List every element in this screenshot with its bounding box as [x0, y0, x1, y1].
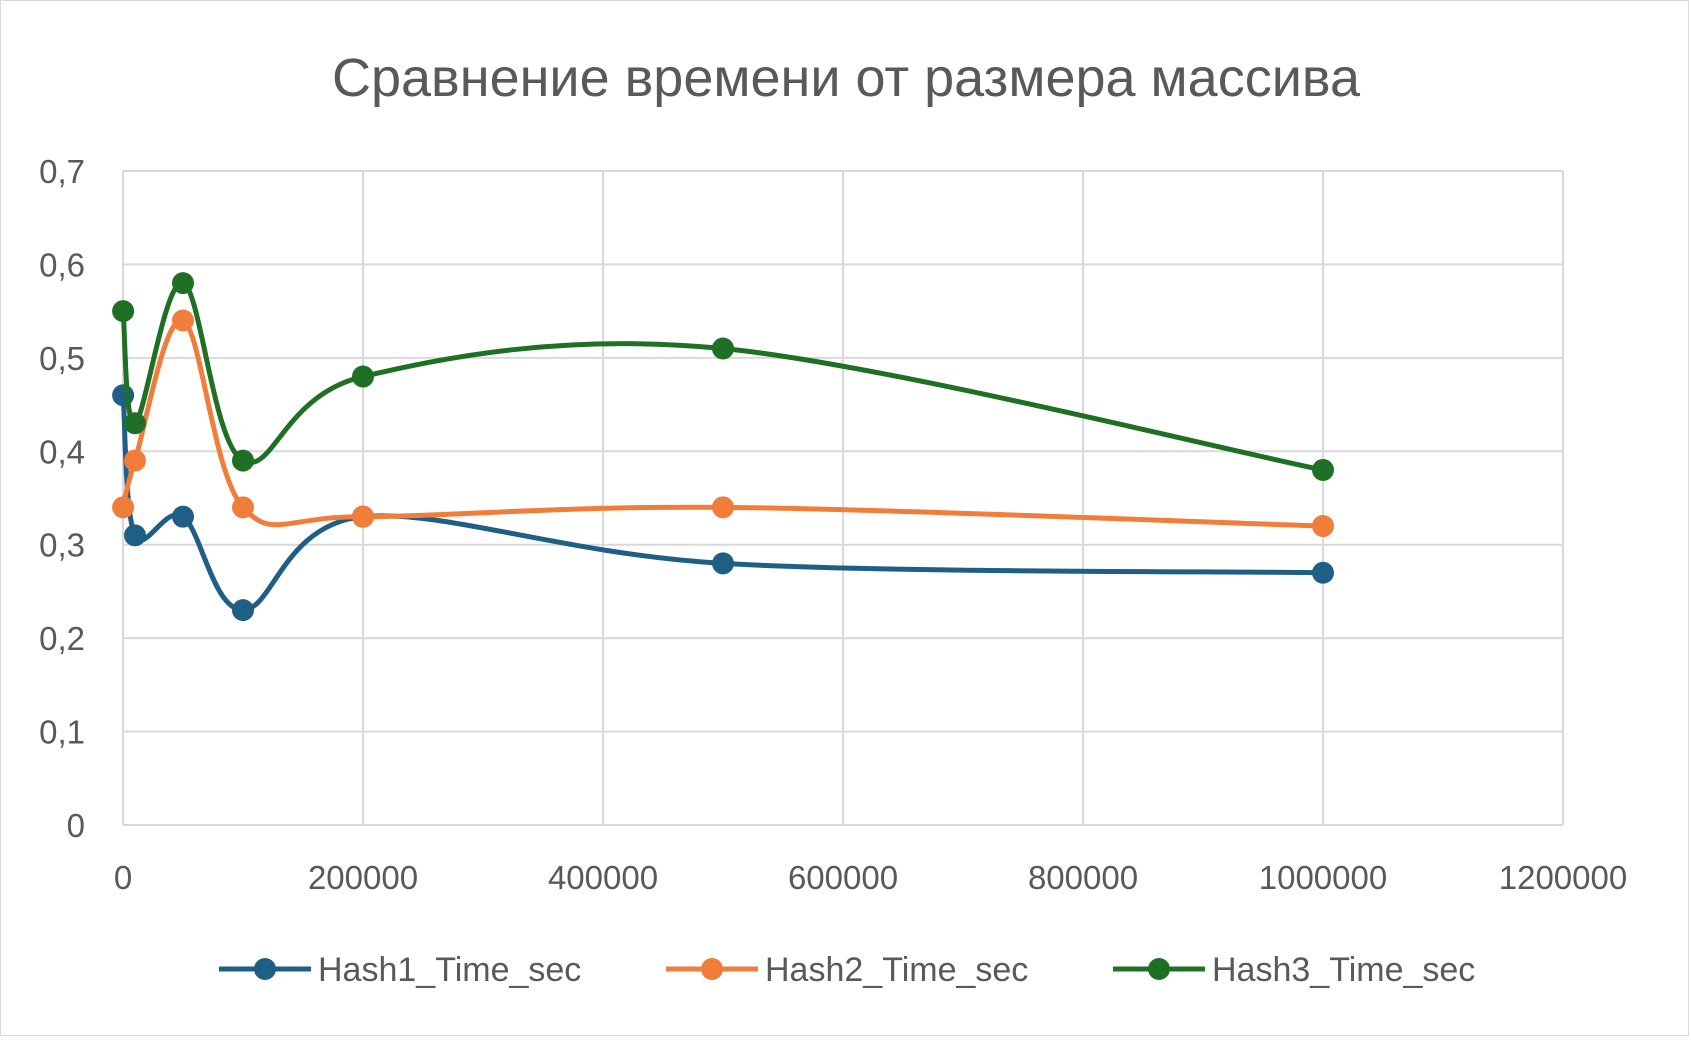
data-point	[124, 524, 146, 547]
data-point	[1312, 458, 1334, 481]
x-tick-label: 400000	[548, 859, 658, 896]
legend-item: Hash1_Time_sec	[219, 951, 581, 989]
data-point	[124, 449, 146, 472]
legend-label: Hash3_Time_sec	[1212, 951, 1475, 989]
legend-marker	[254, 958, 276, 980]
legend-marker	[701, 958, 723, 980]
y-tick-label: 0,2	[39, 620, 85, 657]
legend-marker	[1148, 958, 1170, 980]
gridlines	[122, 170, 1564, 826]
data-point	[352, 505, 374, 528]
series-line	[120, 317, 1326, 529]
x-tick-label: 1200000	[1499, 859, 1627, 896]
x-tick-label: 800000	[1028, 859, 1138, 896]
legend-item: Hash2_Time_sec	[666, 951, 1028, 989]
y-tick-label: 0,3	[39, 527, 85, 564]
legend-label: Hash1_Time_sec	[318, 951, 581, 989]
y-tick-label: 0,1	[39, 714, 85, 751]
data-point	[1312, 561, 1334, 584]
series-layer	[112, 272, 1334, 622]
data-point	[172, 309, 194, 332]
x-tick-label: 1000000	[1259, 859, 1387, 896]
series-3	[112, 272, 1334, 481]
data-point	[1312, 515, 1334, 538]
series-line	[120, 280, 1326, 473]
data-point	[232, 496, 254, 519]
data-point	[712, 552, 734, 575]
data-point	[712, 496, 734, 519]
y-tick-label: 0,4	[39, 433, 85, 470]
data-point	[352, 365, 374, 388]
data-point	[112, 300, 135, 323]
data-point	[232, 449, 254, 472]
y-tick-label: 0,6	[39, 246, 85, 283]
x-tick-label: 0	[114, 859, 132, 896]
data-point	[124, 412, 146, 435]
series-1	[112, 384, 1334, 622]
legend: Hash1_Time_sec Hash2_Time_sec Hash3_Time_s…	[219, 951, 1475, 989]
data-point	[712, 337, 734, 360]
axis-tick-labels: 0 0,1 0,2 0,3 0,4 0,5 0,6 0,7 0 200000 400000 60000…	[39, 153, 1627, 896]
data-point	[172, 272, 194, 295]
data-point	[172, 505, 194, 528]
y-tick-label: 0	[67, 807, 85, 844]
legend-label: Hash2_Time_sec	[765, 951, 1028, 989]
data-point	[112, 496, 135, 519]
x-tick-label: 600000	[788, 859, 898, 896]
y-tick-label: 0,5	[39, 340, 85, 377]
chart-title: Сравнение времени от размера массива	[332, 48, 1361, 108]
data-point	[112, 384, 135, 407]
y-tick-label: 0,7	[39, 153, 85, 190]
series-2	[112, 309, 1334, 538]
data-point	[232, 599, 254, 622]
x-tick-label: 200000	[308, 859, 418, 896]
legend-item: Hash3_Time_sec	[1113, 951, 1475, 989]
